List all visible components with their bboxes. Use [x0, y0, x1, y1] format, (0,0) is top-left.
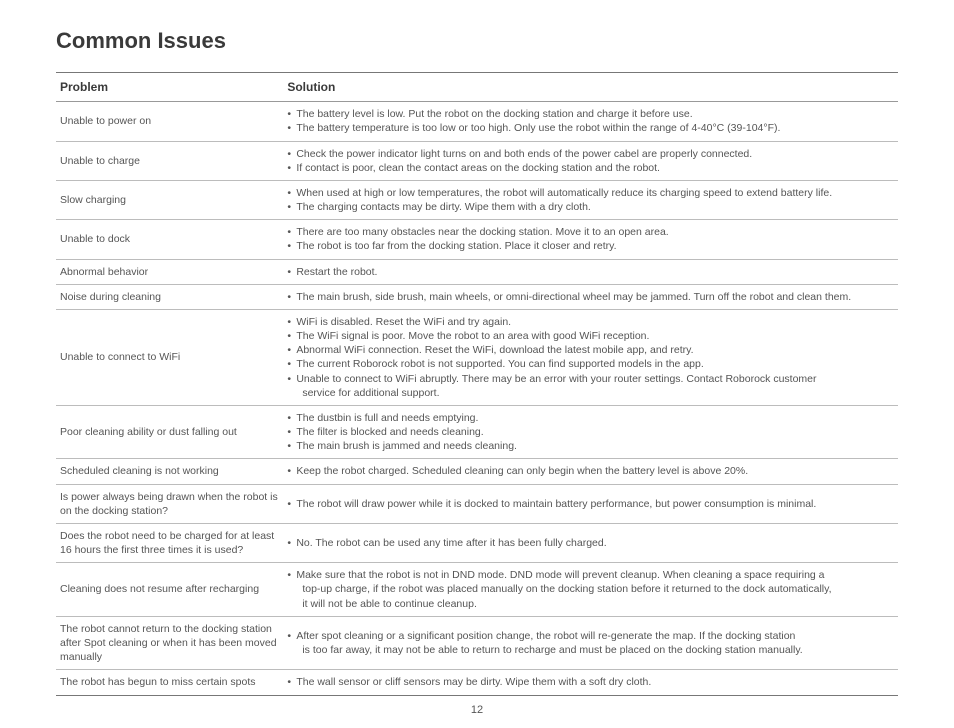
- table-row: Unable to dock There are too many obstacl…: [56, 220, 898, 259]
- page-number: 12: [56, 704, 898, 716]
- table-row: Slow charging When used at high or low te…: [56, 180, 898, 219]
- solution-cell: The battery level is low. Put the robot …: [283, 102, 898, 141]
- solution-bullet: If contact is poor, clean the contact ar…: [287, 161, 894, 175]
- problem-cell: Unable to charge: [56, 141, 283, 180]
- solution-cell: The wall sensor or cliff sensors may be …: [283, 670, 898, 695]
- solution-cell: The main brush, side brush, main wheels,…: [283, 284, 898, 309]
- solution-bullet: Keep the robot charged. Scheduled cleani…: [287, 464, 894, 478]
- solution-bullet: The main brush, side brush, main wheels,…: [287, 290, 894, 304]
- solution-bullet: The filter is blocked and needs cleaning…: [287, 425, 894, 439]
- solution-bullet: The WiFi signal is poor. Move the robot …: [287, 329, 894, 343]
- solution-bullet: No. The robot can be used any time after…: [287, 536, 894, 550]
- solution-bullet-cont: service for additional support.: [287, 386, 894, 400]
- table-row: The robot cannot return to the docking s…: [56, 616, 898, 670]
- solution-bullet: There are too many obstacles near the do…: [287, 225, 894, 239]
- solution-cell: Restart the robot.: [283, 259, 898, 284]
- solution-bullet: The charging contacts may be dirty. Wipe…: [287, 200, 894, 214]
- table-row: Unable to power on The battery level is l…: [56, 102, 898, 141]
- problem-cell: Noise during cleaning: [56, 284, 283, 309]
- solution-cell: Keep the robot charged. Scheduled cleani…: [283, 459, 898, 484]
- table-row: Unable to charge Check the power indicato…: [56, 141, 898, 180]
- problem-cell: Abnormal behavior: [56, 259, 283, 284]
- solution-bullet: The robot is too far from the docking st…: [287, 239, 894, 253]
- table-row: Noise during cleaning The main brush, sid…: [56, 284, 898, 309]
- solution-cell: Make sure that the robot is not in DND m…: [283, 563, 898, 617]
- col-solution: Solution: [283, 73, 898, 102]
- table-header-row: Problem Solution: [56, 73, 898, 102]
- problem-cell: Does the robot need to be charged for at…: [56, 523, 283, 562]
- solution-cell: When used at high or low temperatures, t…: [283, 180, 898, 219]
- table-row: Cleaning does not resume after rechargin…: [56, 563, 898, 617]
- problem-cell: Slow charging: [56, 180, 283, 219]
- problem-cell: Is power always being drawn when the rob…: [56, 484, 283, 523]
- solution-bullet: When used at high or low temperatures, t…: [287, 186, 894, 200]
- solution-bullet: The wall sensor or cliff sensors may be …: [287, 675, 894, 689]
- problem-cell: The robot cannot return to the docking s…: [56, 616, 283, 670]
- solution-cell: No. The robot can be used any time after…: [283, 523, 898, 562]
- solution-bullet: Unable to connect to WiFi abruptly. Ther…: [287, 372, 894, 386]
- solution-bullet: The robot will draw power while it is do…: [287, 497, 894, 511]
- table-row: Scheduled cleaning is not working Keep th…: [56, 459, 898, 484]
- problem-cell: Unable to power on: [56, 102, 283, 141]
- solution-cell: The robot will draw power while it is do…: [283, 484, 898, 523]
- table-row: Abnormal behavior Restart the robot.: [56, 259, 898, 284]
- solution-bullet: The main brush is jammed and needs clean…: [287, 439, 894, 453]
- solution-bullet: Abnormal WiFi connection. Reset the WiFi…: [287, 343, 894, 357]
- solution-bullet: WiFi is disabled. Reset the WiFi and try…: [287, 315, 894, 329]
- solution-bullet: Make sure that the robot is not in DND m…: [287, 568, 894, 582]
- table-row: Does the robot need to be charged for at…: [56, 523, 898, 562]
- solution-cell: WiFi is disabled. Reset the WiFi and try…: [283, 309, 898, 405]
- problem-cell: Cleaning does not resume after rechargin…: [56, 563, 283, 617]
- solution-bullet: Check the power indicator light turns on…: [287, 147, 894, 161]
- solution-cell: There are too many obstacles near the do…: [283, 220, 898, 259]
- solution-bullet: The battery level is low. Put the robot …: [287, 107, 894, 121]
- problem-cell: Poor cleaning ability or dust falling ou…: [56, 405, 283, 459]
- solution-cell: After spot cleaning or a significant pos…: [283, 616, 898, 670]
- solution-bullet: Restart the robot.: [287, 265, 894, 279]
- solution-bullet: The battery temperature is too low or to…: [287, 121, 894, 135]
- table-row: Is power always being drawn when the rob…: [56, 484, 898, 523]
- solution-bullet-cont: is too far away, it may not be able to r…: [287, 643, 894, 657]
- page-title: Common Issues: [56, 28, 898, 54]
- document-page: Common Issues Problem Solution Unable to…: [0, 0, 954, 728]
- solution-bullet: The dustbin is full and needs emptying.: [287, 411, 894, 425]
- table-row: Poor cleaning ability or dust falling ou…: [56, 405, 898, 459]
- solution-bullet-cont: it will not be able to continue cleanup.: [287, 597, 894, 611]
- problem-cell: Unable to connect to WiFi: [56, 309, 283, 405]
- table-row: The robot has begun to miss certain spot…: [56, 670, 898, 695]
- problem-cell: Scheduled cleaning is not working: [56, 459, 283, 484]
- solution-bullet: The current Roborock robot is not suppor…: [287, 357, 894, 371]
- table-row: Unable to connect to WiFi WiFi is disable…: [56, 309, 898, 405]
- solution-cell: The dustbin is full and needs emptying.T…: [283, 405, 898, 459]
- solution-bullet-cont: top-up charge, if the robot was placed m…: [287, 582, 894, 596]
- issues-table: Problem Solution Unable to power on The b…: [56, 72, 898, 696]
- problem-cell: The robot has begun to miss certain spot…: [56, 670, 283, 695]
- solution-cell: Check the power indicator light turns on…: [283, 141, 898, 180]
- problem-cell: Unable to dock: [56, 220, 283, 259]
- solution-bullet: After spot cleaning or a significant pos…: [287, 629, 894, 643]
- col-problem: Problem: [56, 73, 283, 102]
